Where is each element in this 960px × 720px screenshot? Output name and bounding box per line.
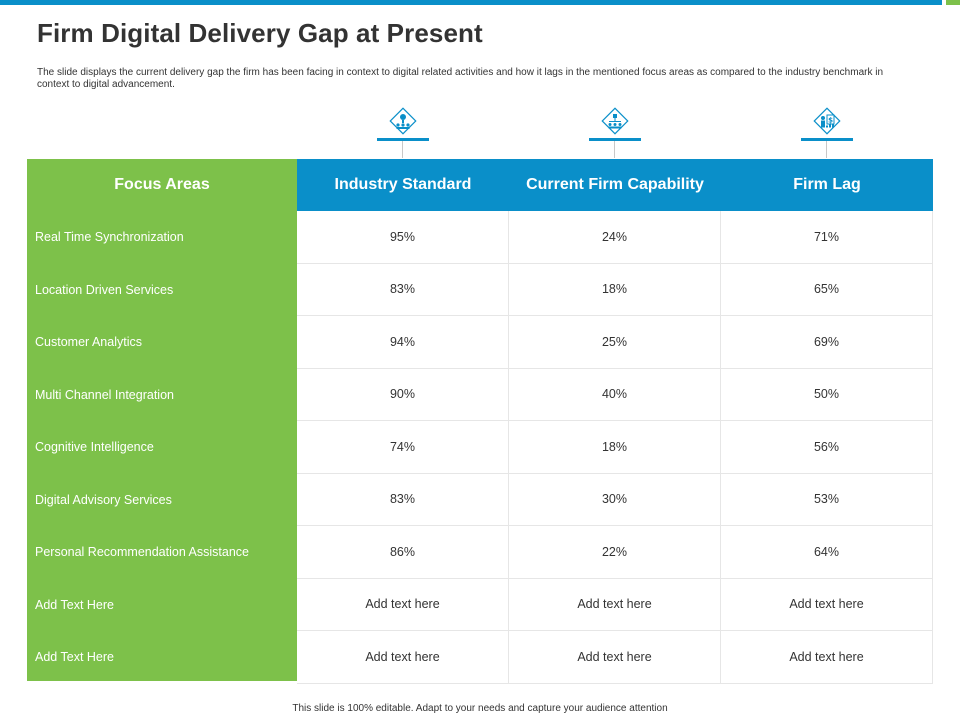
industry-standard-cell: Add text here <box>297 631 509 684</box>
firm-capability-cell: 40% <box>509 368 721 421</box>
firm-capability-cell: 30% <box>509 473 721 526</box>
industry-standard-cell: Add text here <box>297 578 509 631</box>
table-row: Add Text Here Add text here Add text her… <box>27 631 933 684</box>
table-row: Customer Analytics 94% 25% 69% <box>27 316 933 369</box>
firm-lag-cell: 71% <box>721 211 933 264</box>
org-chart-icon <box>600 106 630 136</box>
header-industry-standard: Industry Standard <box>334 176 472 193</box>
top-accent-bar <box>0 0 942 5</box>
table-row: Digital Advisory Services 83% 30% 53% <box>27 473 933 526</box>
industry-standard-cell: 90% <box>297 368 509 421</box>
firm-lag-cell: 65% <box>721 263 933 316</box>
firm-lag-cell: 64% <box>721 526 933 579</box>
icon-connector <box>402 141 403 158</box>
header-focus-areas: Focus Areas <box>27 159 297 211</box>
industry-standard-cell: 95% <box>297 211 509 264</box>
firm-lag-cell: 50% <box>721 368 933 421</box>
industry-standard-cell: 86% <box>297 526 509 579</box>
row-label: Location Driven Services <box>35 282 174 297</box>
row-label: Cognitive Intelligence <box>35 440 154 455</box>
firm-lag-cell: 69% <box>721 316 933 369</box>
presenter-dollar-icon: $ <box>812 106 842 136</box>
focus-areas-column-bg <box>27 159 297 681</box>
icon-underline <box>377 138 429 141</box>
firm-capability-cell: 24% <box>509 211 721 264</box>
icon-underline <box>589 138 641 141</box>
table-row: Cognitive Intelligence 74% 18% 56% <box>27 421 933 474</box>
row-label: Multi Channel Integration <box>35 387 174 402</box>
row-label: Digital Advisory Services <box>35 492 172 507</box>
industry-standard-cell: 83% <box>297 263 509 316</box>
header-firm-lag: Firm Lag <box>793 176 861 193</box>
header-current-firm-capability: Current Firm Capability <box>526 176 704 193</box>
slide-description: The slide displays the current delivery … <box>37 67 884 90</box>
row-label: Real Time Synchronization <box>35 230 184 245</box>
firm-lag-cell: Add text here <box>721 631 933 684</box>
industry-standard-cell: 94% <box>297 316 509 369</box>
icon-connector <box>614 141 615 158</box>
row-label: Add Text Here <box>35 650 114 665</box>
table-row: Location Driven Services 83% 18% 65% <box>27 263 933 316</box>
row-label: Personal Recommendation Assistance <box>35 545 250 560</box>
firm-capability-icon-group <box>580 104 650 158</box>
firm-lag-cell: 53% <box>721 473 933 526</box>
firm-lag-cell: Add text here <box>721 578 933 631</box>
row-label: Customer Analytics <box>35 335 142 350</box>
industry-standard-cell: 83% <box>297 473 509 526</box>
firm-lag-icon-group: $ <box>792 104 862 158</box>
firm-capability-cell: 25% <box>509 316 721 369</box>
svg-text:$: $ <box>828 117 833 125</box>
firm-lag-cell: 56% <box>721 421 933 474</box>
firm-capability-cell: 22% <box>509 526 721 579</box>
table-row: Multi Channel Integration 90% 40% 50% <box>27 368 933 421</box>
industry-standard-icon-group <box>368 104 438 158</box>
icon-connector <box>826 141 827 158</box>
firm-capability-cell: 18% <box>509 421 721 474</box>
firm-capability-cell: Add text here <box>509 631 721 684</box>
slide-footer: This slide is 100% editable. Adapt to yo… <box>292 703 668 714</box>
icon-underline <box>801 138 853 141</box>
row-label: Add Text Here <box>35 597 114 612</box>
idea-network-icon <box>388 106 418 136</box>
top-corner-accent <box>946 0 960 5</box>
firm-capability-cell: Add text here <box>509 578 721 631</box>
industry-standard-cell: 74% <box>297 421 509 474</box>
table-row: Add Text Here Add text here Add text her… <box>27 578 933 631</box>
table-row: Personal Recommendation Assistance 86% 2… <box>27 526 933 579</box>
firm-capability-cell: 18% <box>509 263 721 316</box>
header-blue-band <box>297 159 933 211</box>
page-title: Firm Digital Delivery Gap at Present <box>37 18 483 48</box>
table-row: Real Time Synchronization 95% 24% 71% <box>27 211 933 264</box>
